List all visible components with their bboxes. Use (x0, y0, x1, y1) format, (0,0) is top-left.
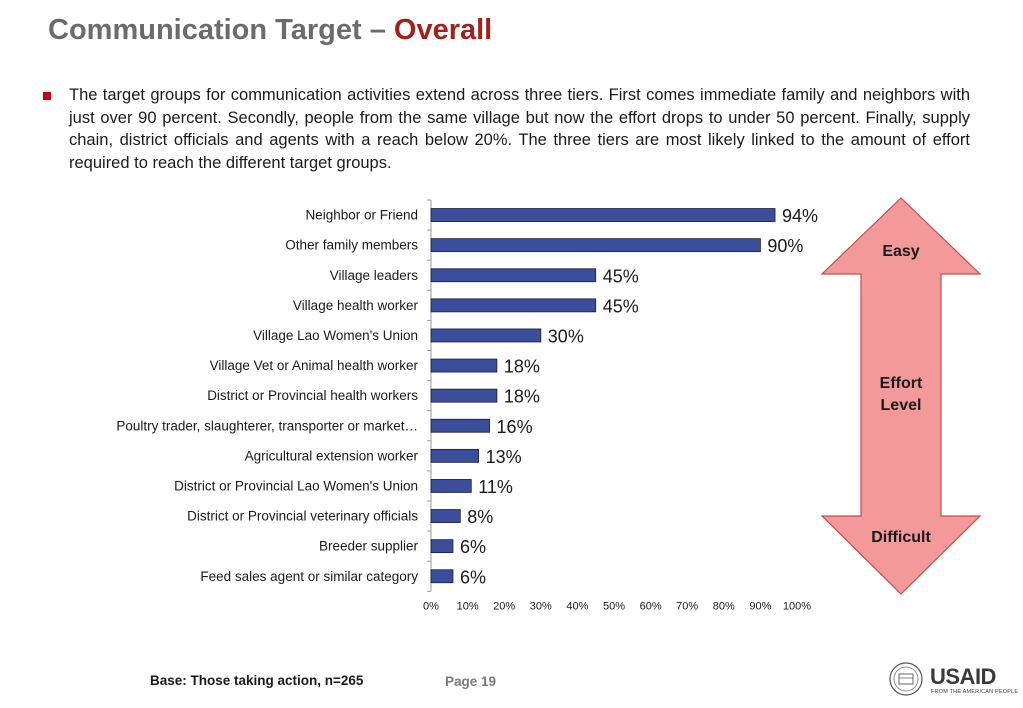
bar (430, 569, 454, 584)
data-label: 11% (478, 477, 513, 497)
x-tick-label: 40% (566, 600, 588, 612)
x-tick-label: 90% (749, 600, 771, 612)
data-label: 90% (767, 236, 803, 256)
data-label: 45% (603, 296, 639, 316)
body-paragraph: The target groups for communication acti… (69, 86, 970, 172)
category-label: Neighbor or Friend (305, 208, 418, 223)
data-label: 16% (497, 417, 533, 437)
x-tick-label: 20% (493, 600, 515, 612)
category-label: Agricultural extension worker (245, 448, 419, 463)
x-tick-label: 100% (783, 600, 811, 612)
bar (430, 238, 761, 253)
footer-base-note: Base: Those taking action, n=265 (150, 673, 364, 688)
bar (430, 509, 461, 523)
data-label: 18% (504, 387, 540, 407)
data-label: 18% (504, 357, 540, 377)
category-label: Breeder supplier (319, 539, 419, 554)
data-label: 30% (548, 326, 584, 346)
bar (430, 418, 490, 433)
usaid-logo-subtitle: FROM THE AMERICAN PEOPLE (931, 689, 1019, 695)
bar (430, 208, 776, 222)
bar (430, 479, 472, 493)
category-label: Village leaders (330, 268, 419, 283)
title-main: Communication Target – (48, 14, 394, 46)
effort-level-arrow: Easy Effort Level Difficult (820, 196, 982, 596)
arrow-label-level: Level (880, 397, 922, 414)
arrow-label-easy: Easy (882, 243, 920, 260)
x-tick-label: 0% (423, 600, 439, 612)
data-label: 13% (486, 447, 522, 467)
data-label: 6% (460, 567, 486, 587)
category-label: Village Lao Women's Union (253, 328, 418, 343)
bar (430, 539, 454, 554)
arrow-label-effort: Effort (879, 375, 923, 392)
double-arrow-icon (820, 197, 982, 595)
category-label: Village Vet or Animal health worker (210, 358, 419, 373)
data-label: 6% (460, 537, 486, 557)
category-label: Other family members (285, 238, 418, 253)
x-tick-label: 50% (603, 600, 625, 612)
bar (430, 328, 542, 343)
bullet-marker (43, 92, 51, 100)
arrow-label-difficult: Difficult (871, 529, 931, 546)
category-label: Village health worker (293, 298, 419, 313)
x-tick-label: 30% (530, 600, 552, 612)
x-tick-label: 10% (457, 600, 479, 612)
data-label: 94% (782, 206, 818, 226)
category-label: Feed sales agent or similar category (200, 569, 418, 584)
bar (430, 298, 597, 313)
title-accent: Overall (393, 14, 493, 46)
page-number: Page 19 (445, 674, 497, 689)
bar (430, 448, 479, 463)
x-tick-label: 80% (713, 600, 735, 612)
data-label: 8% (467, 507, 493, 527)
category-label: District or Provincial Lao Women's Union (174, 478, 418, 493)
category-label: District or Provincial veterinary offici… (187, 509, 418, 524)
page-title: Communication Target – Overall (48, 14, 492, 47)
category-label: District or Provincial health workers (207, 388, 418, 403)
category-label: Poultry trader, slaughterer, transporter… (116, 418, 418, 433)
bar (430, 388, 498, 403)
x-tick-label: 70% (676, 600, 698, 612)
usaid-logo-text: USAID (930, 664, 996, 689)
x-tick-label: 60% (640, 600, 662, 612)
data-label: 45% (603, 266, 639, 286)
usaid-seal-icon (889, 662, 923, 696)
bar (430, 268, 597, 283)
bar (430, 358, 498, 373)
